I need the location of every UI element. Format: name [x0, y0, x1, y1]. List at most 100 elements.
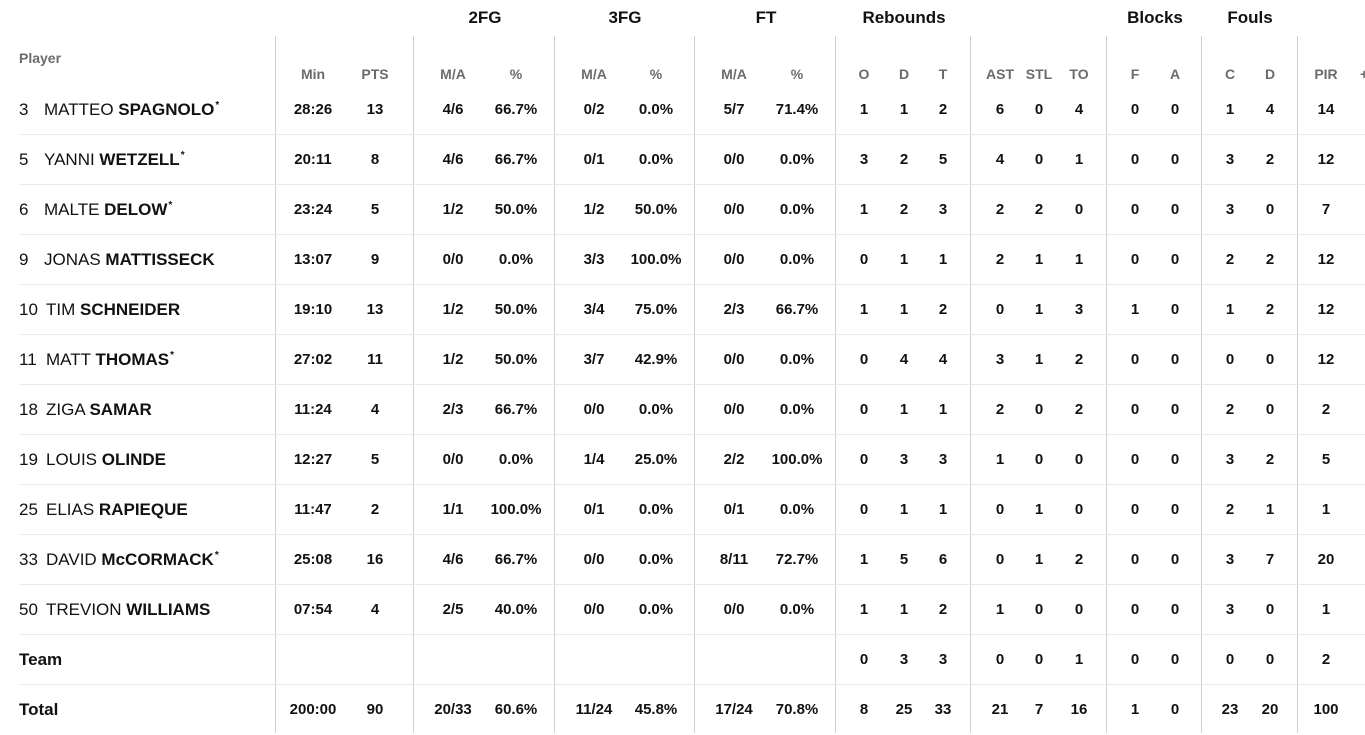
cell-t: 1 — [938, 401, 948, 418]
cell-pir: 20 — [1317, 551, 1335, 568]
column-header-fg2-pct[interactable]: % — [509, 66, 523, 82]
cell-ba: 0 — [1170, 401, 1180, 418]
cell-ft: 0/0 — [723, 401, 745, 418]
column-header-player[interactable]: Player — [19, 50, 62, 66]
cell-pts: 4 — [370, 601, 380, 618]
cell-bf: 0 — [1130, 251, 1140, 268]
cell-min: 28:26 — [293, 101, 333, 118]
player-name[interactable]: ELIAS RAPIEQUE — [46, 485, 188, 535]
cell-bf: 0 — [1130, 551, 1140, 568]
cell-t: 3 — [938, 451, 948, 468]
cell-fg3p: 50.0% — [634, 201, 678, 218]
column-header-pir[interactable]: PIR — [1314, 66, 1338, 82]
cell-fd: 1 — [1265, 501, 1275, 518]
cell-min: 13:07 — [293, 251, 333, 268]
cell-ba: 0 — [1170, 151, 1180, 168]
column-header-pts[interactable]: PTS — [361, 66, 389, 82]
cell-ast: 4 — [995, 151, 1005, 168]
column-header-min[interactable]: Min — [300, 66, 326, 82]
player-name[interactable]: LOUIS OLINDE — [46, 435, 166, 485]
starter-mark: * — [214, 550, 219, 561]
player-name[interactable]: TIM SCHNEIDER — [46, 285, 180, 335]
column-header-blk-f[interactable]: F — [1130, 66, 1140, 82]
column-header-ft-ma[interactable]: M/A — [721, 66, 747, 82]
total-label: Total — [19, 700, 59, 719]
column-header-fg3-ma[interactable]: M/A — [581, 66, 607, 82]
column-header-ft-pct[interactable]: % — [790, 66, 804, 82]
cell-ast: 0 — [995, 651, 1005, 668]
cell-t: 2 — [938, 101, 948, 118]
team-row: Team 0 3 3 0 0 1 0 0 0 0 2 — [0, 635, 1365, 685]
column-header-ast[interactable]: AST — [986, 66, 1014, 82]
cell-min: 200:00 — [289, 701, 337, 718]
player-name[interactable]: ZIGA SAMAR — [46, 385, 152, 435]
player-number: 50 — [19, 600, 38, 619]
cell-bf: 0 — [1130, 201, 1140, 218]
cell-ba: 0 — [1170, 251, 1180, 268]
cell-min: 11:24 — [294, 401, 332, 418]
cell-fg2: 0/0 — [442, 251, 464, 268]
cell-fc: 3 — [1225, 551, 1235, 568]
player-name[interactable]: DAVID McCORMACK* — [46, 535, 219, 585]
player-number: 25 — [19, 500, 38, 519]
cell-stl: 0 — [1034, 101, 1044, 118]
player-name[interactable]: MATTEO SPAGNOLO* — [44, 85, 219, 135]
cell-ftp: 66.7% — [775, 301, 819, 318]
cell-pts: 16 — [366, 551, 384, 568]
cell-ba: 0 — [1170, 301, 1180, 318]
cell-pts: 13 — [366, 101, 384, 118]
player-name[interactable]: TREVION WILLIAMS — [46, 585, 210, 635]
column-header-fg3-pct[interactable]: % — [649, 66, 663, 82]
cell-t: 33 — [934, 701, 952, 718]
cell-t: 3 — [938, 651, 948, 668]
column-header-plus-minus[interactable]: +/ — [1360, 66, 1365, 82]
cell-fc: 0 — [1225, 651, 1235, 668]
cell-ftp: 100.0% — [771, 451, 823, 468]
player-row: 3 MATTEO SPAGNOLO* 28:26 13 4/6 66.7% 0/2 0.0% 5… — [0, 85, 1365, 135]
cell-stl: 0 — [1034, 651, 1044, 668]
cell-fg3: 0/2 — [583, 101, 605, 118]
cell-pts: 13 — [366, 301, 384, 318]
cell-d: 3 — [899, 651, 909, 668]
player-number: 19 — [19, 450, 38, 469]
column-header-reb-d[interactable]: D — [898, 66, 910, 82]
group-header-rebounds: Rebounds — [862, 8, 946, 27]
cell-ftp: 0.0% — [779, 601, 815, 618]
cell-fg3: 0/1 — [583, 151, 605, 168]
player-number: 5 — [19, 150, 29, 169]
column-header-reb-o[interactable]: O — [858, 66, 870, 82]
column-header-reb-t[interactable]: T — [938, 66, 948, 82]
cell-to: 3 — [1074, 301, 1084, 318]
cell-d: 2 — [899, 151, 909, 168]
cell-ftp: 71.4% — [775, 101, 819, 118]
player-first-name: MATT — [46, 350, 96, 369]
cell-stl: 0 — [1034, 451, 1044, 468]
player-name[interactable]: YANNI WETZELL* — [44, 135, 185, 185]
column-header-foul-d[interactable]: D — [1264, 66, 1276, 82]
cell-d: 1 — [899, 401, 909, 418]
cell-fg2: 20/33 — [434, 701, 472, 718]
player-name[interactable]: MATT THOMAS* — [46, 335, 174, 385]
player-name[interactable]: JONAS MATTISSECK — [44, 235, 215, 285]
cell-pts: 11 — [367, 351, 383, 368]
cell-bf: 0 — [1130, 451, 1140, 468]
cell-ftp: 0.0% — [779, 351, 815, 368]
cell-ft: 0/0 — [723, 251, 745, 268]
cell-d: 2 — [899, 201, 909, 218]
column-header-foul-c[interactable]: C — [1224, 66, 1236, 82]
cell-t: 2 — [938, 301, 948, 318]
player-name[interactable]: MALTE DELOW* — [44, 185, 172, 235]
cell-t: 1 — [938, 501, 948, 518]
cell-ftp: 0.0% — [779, 401, 815, 418]
cell-fg3p: 0.0% — [638, 501, 674, 518]
column-header-blk-a[interactable]: A — [1169, 66, 1181, 82]
column-header-to[interactable]: TO — [1069, 66, 1089, 82]
player-row: 33 DAVID McCORMACK* 25:08 16 4/6 66.7% 0/0 0.0%… — [0, 535, 1365, 585]
cell-ftp: 70.8% — [775, 701, 819, 718]
column-header-fg2-ma[interactable]: M/A — [440, 66, 466, 82]
player-row: 19 LOUIS OLINDE 12:27 5 0/0 0.0% 1/4 25.0% 2/2 10… — [0, 435, 1365, 485]
cell-fg3: 0/0 — [583, 601, 605, 618]
column-header-stl[interactable]: STL — [1025, 66, 1053, 82]
cell-ast: 0 — [995, 501, 1005, 518]
cell-min: 20:11 — [294, 151, 332, 168]
